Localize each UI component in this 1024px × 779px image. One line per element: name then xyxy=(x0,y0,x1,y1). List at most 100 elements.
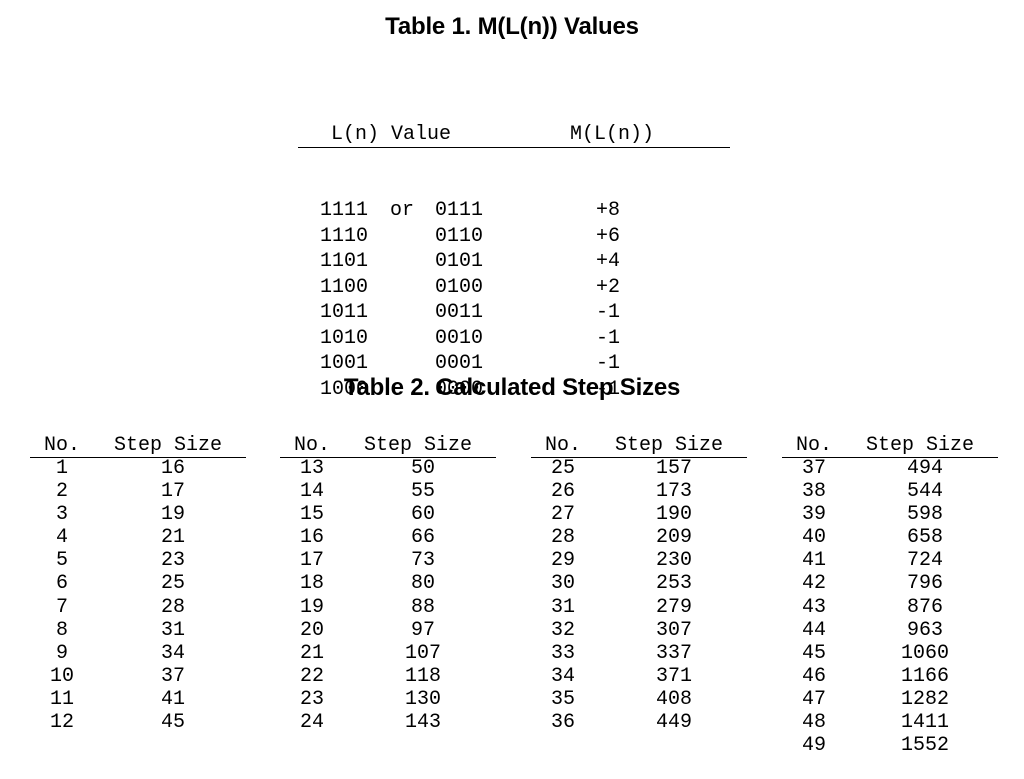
cell-no: 1 xyxy=(55,457,68,480)
cell-no: 26 xyxy=(550,480,575,504)
cell-no: 20 xyxy=(299,618,324,642)
cell-no: 27 xyxy=(550,503,575,527)
table-row: 17 73 xyxy=(280,549,496,573)
step-size-column-group: No. Step Size 37 494 38 544 39 598 40 658 41 724 42 7… xyxy=(782,433,998,758)
header-ln-value: L(n) Value xyxy=(331,123,452,146)
table-row: 44 963 xyxy=(782,618,998,643)
table-row: 6 25 xyxy=(30,572,246,596)
cell-ln-value: 1000 xyxy=(320,377,369,401)
cell-no: 48 xyxy=(801,711,826,735)
table-row: 41 724 xyxy=(782,549,998,573)
cell-no: 29 xyxy=(550,549,575,573)
table-row: 43 876 xyxy=(782,595,998,620)
cell-step-size: 796 xyxy=(906,572,943,596)
cell-no: 12 xyxy=(49,711,74,735)
cell-no: 6 xyxy=(55,572,68,596)
table-row: 22 118 xyxy=(280,664,496,689)
step-size-column-group: No. Step Size 13 50 14 55 15 60 16 66 17 73 18 80 19 88… xyxy=(280,433,496,735)
table-row: 35 408 xyxy=(531,687,747,712)
cell-no: 9 xyxy=(55,641,68,665)
cell-no: 22 xyxy=(299,664,324,688)
cell-no: 19 xyxy=(299,595,324,619)
cell-step-size: 963 xyxy=(906,618,943,642)
cell-no: 14 xyxy=(299,480,324,504)
cell-step-size: 724 xyxy=(906,549,943,573)
cell-no: 49 xyxy=(801,734,826,758)
cell-no: 32 xyxy=(550,618,575,642)
cell-step-size: 279 xyxy=(655,595,692,619)
header-step-size: Step Size xyxy=(615,434,724,457)
cell-step-size: 107 xyxy=(404,641,441,665)
cell-no: 47 xyxy=(801,687,826,711)
cell-no: 16 xyxy=(299,526,324,550)
cell-step-size: 66 xyxy=(410,526,435,550)
table-row: 45 1060 xyxy=(782,642,998,666)
cell-no: 18 xyxy=(299,572,324,596)
cell-ln-alt-value: 0000 xyxy=(435,377,484,401)
table2-header: No. Step Size xyxy=(280,433,496,458)
cell-no: 21 xyxy=(299,641,324,665)
cell-step-size: 21 xyxy=(160,526,185,550)
cell-ln-alt-value: 0110 xyxy=(435,224,484,248)
cell-no: 36 xyxy=(550,711,575,735)
cell-step-size: 55 xyxy=(410,480,435,504)
cell-no: 5 xyxy=(55,549,68,573)
table-row: 4 21 xyxy=(30,526,246,550)
cell-ln-alt-value: 0011 xyxy=(435,301,484,324)
cell-mln: +4 xyxy=(595,250,620,273)
cell-mln: -1 xyxy=(595,326,620,350)
cell-ln-value: 1101 xyxy=(320,250,369,273)
cell-no: 43 xyxy=(801,595,826,619)
table1: L(n) Value M(L(n)) 1111 or 0111 +8 1110 0110 +… xyxy=(298,72,730,427)
cell-no: 42 xyxy=(801,572,826,596)
cell-no: 31 xyxy=(550,595,575,619)
table-row: 15 60 xyxy=(280,503,496,527)
cell-step-size: 1282 xyxy=(900,687,949,711)
cell-mln: -1 xyxy=(595,352,620,375)
cell-ln-value: 1011 xyxy=(320,301,369,324)
table-row: 26 173 xyxy=(531,480,747,504)
cell-step-size: 230 xyxy=(655,549,692,573)
cell-ln-value: 1100 xyxy=(320,275,369,299)
table-row: 14 55 xyxy=(280,480,496,504)
table-row: 32 307 xyxy=(531,618,747,643)
table2-header: No. Step Size xyxy=(30,433,246,458)
cell-no: 44 xyxy=(801,618,826,642)
cell-no: 8 xyxy=(55,618,68,642)
cell-step-size: 60 xyxy=(410,503,435,527)
cell-step-size: 449 xyxy=(655,711,692,735)
table-row: 10 37 xyxy=(30,665,246,689)
cell-step-size: 31 xyxy=(160,618,185,642)
table-row: 40 658 xyxy=(782,526,998,550)
cell-no: 25 xyxy=(550,457,575,480)
cell-ln-alt-value: 0101 xyxy=(435,250,484,273)
table-row: 1111 or 0111 +8 xyxy=(298,198,730,224)
cell-step-size: 371 xyxy=(655,664,692,688)
cell-step-size: 494 xyxy=(906,457,943,480)
cell-ln-alt-value: 0010 xyxy=(435,326,484,350)
table1-body: 1111 or 0111 +8 1110 0110 +6 1101 0101 +4 1100 0100… xyxy=(298,198,730,402)
cell-step-size: 16 xyxy=(160,457,185,480)
table2-title: Table 2. Calculated Step Sizes xyxy=(343,374,681,401)
table-row: 16 66 xyxy=(280,526,496,550)
table-row: 33 337 xyxy=(531,641,747,666)
cell-ln-alt-value: 0100 xyxy=(435,275,484,299)
cell-or: or xyxy=(390,199,415,222)
cell-step-size: 307 xyxy=(655,618,692,642)
cell-step-size: 88 xyxy=(410,595,435,619)
cell-no: 33 xyxy=(550,641,575,665)
cell-no: 7 xyxy=(55,595,68,619)
header-step-size: Step Size xyxy=(114,434,223,457)
table-row: 30 253 xyxy=(531,572,747,596)
cell-no: 35 xyxy=(550,687,575,711)
table-row: 31 279 xyxy=(531,595,747,620)
table-row: 1100 0100 +2 xyxy=(298,275,730,301)
cell-ln-value: 1110 xyxy=(320,224,369,248)
table-row: 19 88 xyxy=(280,595,496,620)
table-row: 1000 0000 -1 xyxy=(298,377,730,403)
cell-step-size: 1166 xyxy=(900,664,949,688)
table-row: 27 190 xyxy=(531,503,747,527)
cell-step-size: 209 xyxy=(655,526,692,550)
cell-step-size: 34 xyxy=(160,641,185,665)
